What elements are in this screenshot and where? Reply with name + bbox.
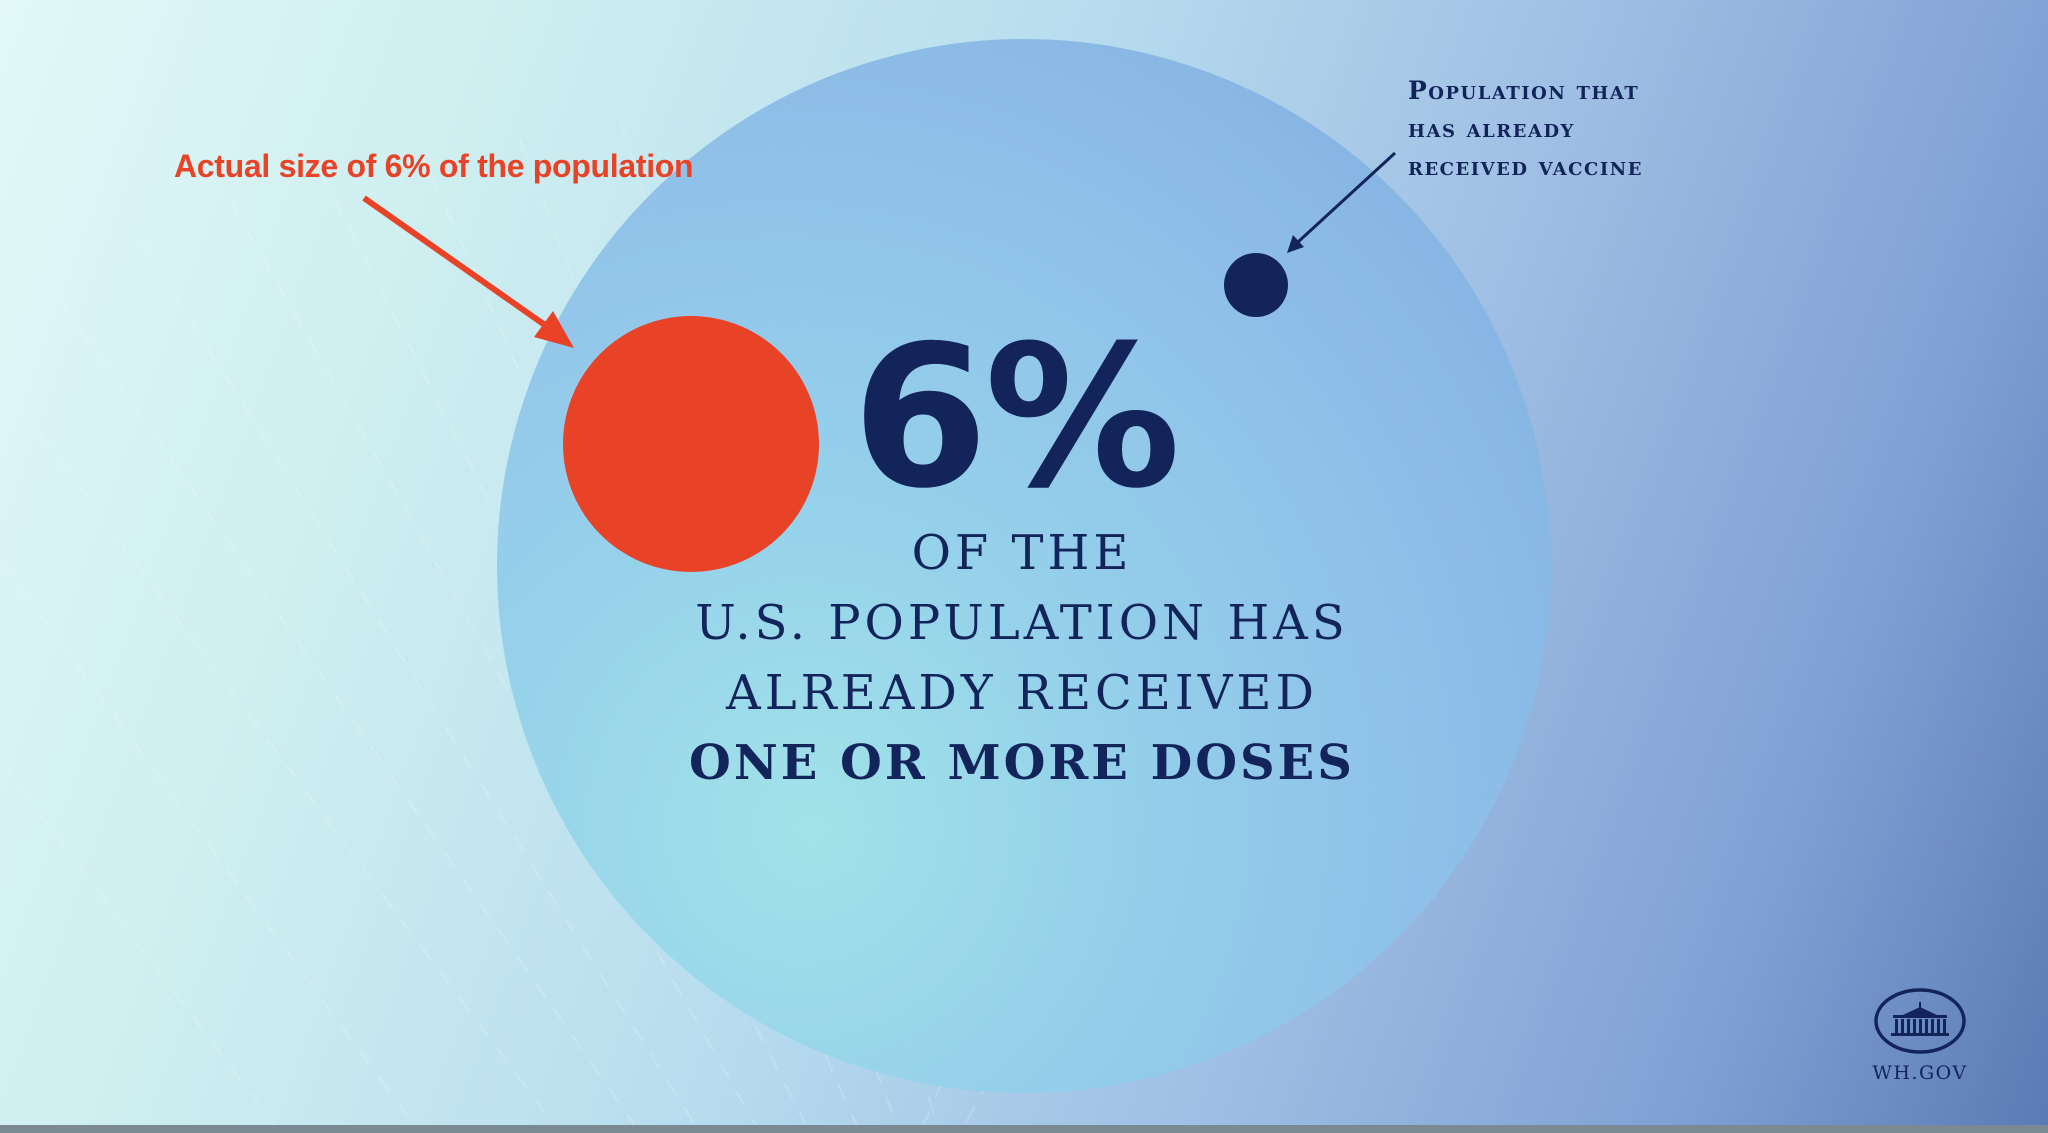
caption-line-emphasis: ONE OR MORE DOSES — [620, 728, 1424, 798]
white-house-logo: WH.GOV — [1870, 988, 1970, 1084]
actual-size-annotation: Actual size of 6% of the population — [174, 148, 693, 185]
vaccinated-population-annotation: Population that has already received vac… — [1408, 72, 1738, 186]
logo-text: WH.GOV — [1870, 1062, 1970, 1084]
caption-line: OF THE — [620, 518, 1424, 588]
bottom-bar — [0, 1125, 2048, 1133]
annotation-line: has already — [1408, 110, 1738, 148]
headline-percent: 6% — [852, 318, 1177, 518]
caption-line: ALREADY RECEIVED — [620, 658, 1424, 728]
headline-caption: OF THE U.S. POPULATION HAS ALREADY RECEI… — [620, 518, 1424, 798]
white-house-seal-icon — [1873, 988, 1967, 1054]
vaccinated-population-dot — [1224, 253, 1288, 317]
red-arrow — [364, 198, 574, 348]
annotation-line: Population that — [1408, 72, 1738, 110]
annotation-line: received vaccine — [1408, 148, 1738, 186]
caption-line: U.S. POPULATION HAS — [620, 588, 1424, 658]
